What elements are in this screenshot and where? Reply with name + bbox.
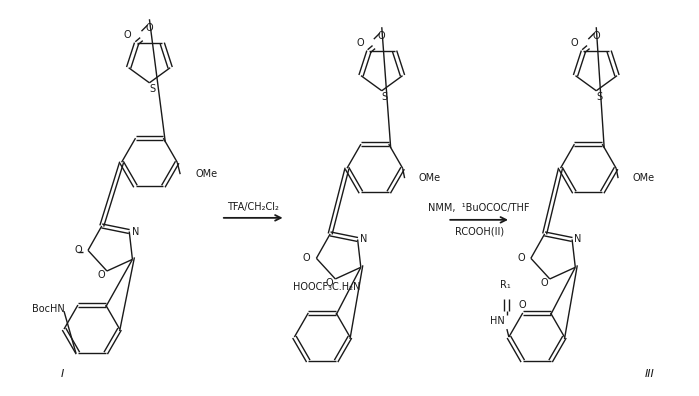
Text: S: S xyxy=(596,92,603,102)
Text: BocHN: BocHN xyxy=(32,304,65,314)
Text: OMe: OMe xyxy=(195,169,217,179)
Text: O: O xyxy=(356,38,363,48)
Text: S: S xyxy=(150,84,155,94)
Text: RCOOH(II): RCOOH(II) xyxy=(454,227,504,237)
Text: N: N xyxy=(131,227,139,236)
Text: NMM,  ¹BuOCOC/THF: NMM, ¹BuOCOC/THF xyxy=(428,203,530,213)
Text: O: O xyxy=(540,278,548,288)
Text: O: O xyxy=(378,31,386,41)
Text: N: N xyxy=(360,234,367,244)
Text: O: O xyxy=(97,270,105,280)
Text: R₁: R₁ xyxy=(500,280,510,290)
Text: I: I xyxy=(60,369,64,379)
Text: HN: HN xyxy=(489,316,505,326)
Text: OMe: OMe xyxy=(632,173,654,183)
Text: HOOCF₃C.H₂N: HOOCF₃C.H₂N xyxy=(294,282,361,292)
Text: O: O xyxy=(145,23,153,33)
Text: O: O xyxy=(303,253,310,263)
Text: O: O xyxy=(519,300,526,310)
Text: O: O xyxy=(570,38,578,48)
Text: O: O xyxy=(326,278,333,288)
Text: TFA/CH₂Cl₂: TFA/CH₂Cl₂ xyxy=(226,202,279,212)
Text: O: O xyxy=(74,246,82,255)
Text: O: O xyxy=(593,31,600,41)
Text: S: S xyxy=(382,92,388,102)
Text: O: O xyxy=(517,253,525,263)
Text: OMe: OMe xyxy=(419,173,440,183)
Text: III: III xyxy=(645,369,655,379)
Text: N: N xyxy=(575,234,582,244)
Text: O: O xyxy=(124,30,131,40)
